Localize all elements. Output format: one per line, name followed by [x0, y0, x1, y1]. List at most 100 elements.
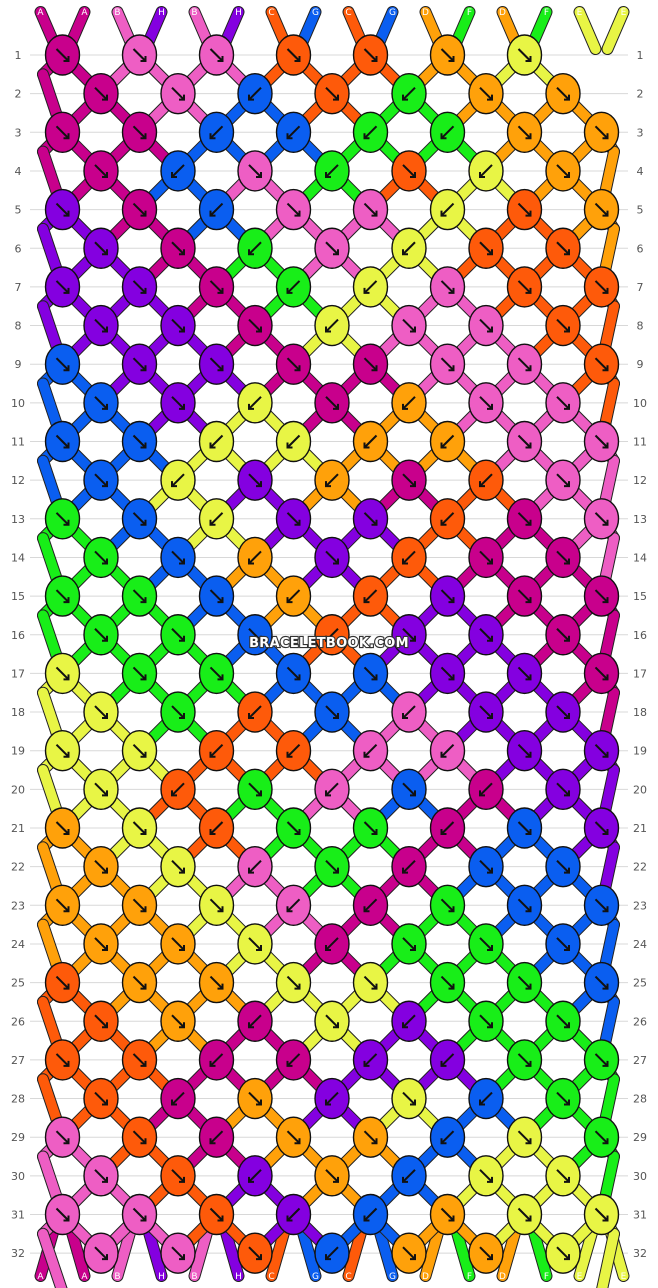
knot-arrowhead-icon	[294, 983, 301, 990]
knot-arrow-icon	[594, 280, 609, 294]
knot-arrow-icon	[171, 1169, 185, 1183]
thread-segment	[597, 1228, 619, 1288]
knot-arrow-icon	[94, 628, 108, 642]
knot-arrowhead-icon	[256, 481, 262, 488]
string-letter-top: A	[81, 8, 88, 18]
knot	[352, 1116, 389, 1158]
knot	[160, 150, 196, 192]
knot-arrowhead-icon	[602, 1215, 609, 1222]
knot	[429, 1116, 466, 1158]
knot	[506, 111, 543, 154]
row-number-left: 18	[11, 706, 25, 719]
knot-arrow-icon	[402, 396, 416, 410]
knot-arrow-icon	[94, 241, 108, 255]
knot	[237, 304, 273, 347]
knot-arrow-icon	[171, 550, 185, 565]
knot	[391, 614, 427, 656]
knot	[545, 382, 581, 424]
knot-arrowhead-icon	[63, 597, 70, 604]
knot-arrow-icon	[286, 48, 301, 62]
knot	[198, 1116, 235, 1158]
knot-arrowhead-icon	[294, 210, 301, 217]
knot-arrow-icon	[55, 743, 70, 758]
string-letter-bottom: E	[577, 1272, 583, 1282]
knot	[391, 691, 427, 733]
knot-arrow-icon	[440, 821, 455, 835]
row-number-left: 21	[11, 822, 25, 835]
knot-arrowhead-icon	[63, 1060, 70, 1067]
knot-arrow-icon	[55, 280, 70, 294]
knot-arrow-icon	[325, 550, 339, 565]
knot	[198, 730, 235, 772]
knot	[429, 1039, 466, 1081]
knot-arrowhead-icon	[564, 1176, 570, 1183]
knot	[314, 923, 350, 965]
knot-arrow-icon	[248, 782, 262, 797]
knot	[83, 227, 119, 269]
knots	[44, 34, 620, 1274]
knot-arrow-icon	[171, 473, 185, 487]
knot-arrowhead-icon	[525, 365, 532, 372]
row-number-right: 11	[633, 436, 647, 449]
knot-arrowhead-icon	[402, 867, 408, 874]
knot	[352, 266, 389, 308]
row-number-right: 8	[637, 320, 644, 333]
knot-arrowhead-icon	[487, 944, 493, 951]
knot	[391, 382, 427, 424]
row-number-right: 4	[637, 165, 644, 178]
knot-arrowhead-icon	[333, 94, 339, 101]
knot	[83, 72, 119, 115]
knot-arrow-icon	[248, 1014, 262, 1028]
row-number-left: 8	[15, 320, 22, 333]
knot-arrowhead-icon	[325, 944, 331, 951]
row-number-left: 24	[11, 938, 25, 951]
knot-arrowhead-icon	[286, 1215, 293, 1222]
knot-arrowhead-icon	[256, 1254, 262, 1261]
knot-arrowhead-icon	[487, 713, 493, 720]
knot-arrowhead-icon	[63, 1138, 70, 1145]
knot-arrow-icon	[594, 1207, 609, 1222]
knot-arrowhead-icon	[325, 1254, 331, 1261]
knot-arrowhead-icon	[602, 210, 609, 217]
row-number-right: 6	[637, 242, 644, 255]
knot-arrow-icon	[479, 705, 493, 719]
knot	[121, 266, 158, 308]
knot-arrowhead-icon	[402, 713, 408, 720]
knot-arrowhead-icon	[410, 790, 416, 797]
string-letter-top: C	[268, 8, 274, 18]
knot-arrowhead-icon	[171, 1099, 177, 1106]
knot-arrowhead-icon	[102, 403, 108, 410]
knot	[506, 1116, 543, 1158]
knot	[545, 1155, 581, 1197]
knot-arrow-icon	[402, 1246, 416, 1260]
knot-arrow-icon	[55, 1207, 70, 1222]
knot	[468, 1077, 504, 1120]
row-number-right: 9	[637, 358, 644, 371]
knot-arrow-icon	[209, 434, 224, 449]
knot-arrowhead-icon	[294, 56, 301, 62]
knot-arrow-icon	[55, 666, 70, 681]
knot-arrow-icon	[517, 202, 532, 217]
knot-arrow-icon	[171, 86, 185, 101]
knot	[44, 498, 81, 540]
row-number-right: 15	[633, 590, 647, 603]
knot-arrowhead-icon	[363, 906, 370, 913]
knot	[160, 304, 196, 347]
knot-arrowhead-icon	[602, 597, 609, 604]
row-number-left: 30	[11, 1170, 25, 1183]
knot-arrow-icon	[209, 589, 224, 603]
knot	[545, 536, 581, 579]
knot-arrowhead-icon	[440, 210, 447, 217]
knot-arrow-icon	[132, 125, 147, 140]
string-letter-bottom: G	[389, 1272, 396, 1282]
knot	[545, 614, 581, 656]
knot-arrowhead-icon	[564, 867, 570, 874]
knot-arrow-icon	[325, 396, 339, 410]
knot	[429, 343, 466, 385]
knot-arrowhead-icon	[256, 1099, 262, 1106]
row-number-right: 31	[633, 1209, 647, 1222]
row-number-right: 22	[633, 861, 647, 874]
knot-arrowhead-icon	[410, 1254, 416, 1261]
knot-arrow-icon	[171, 628, 185, 642]
